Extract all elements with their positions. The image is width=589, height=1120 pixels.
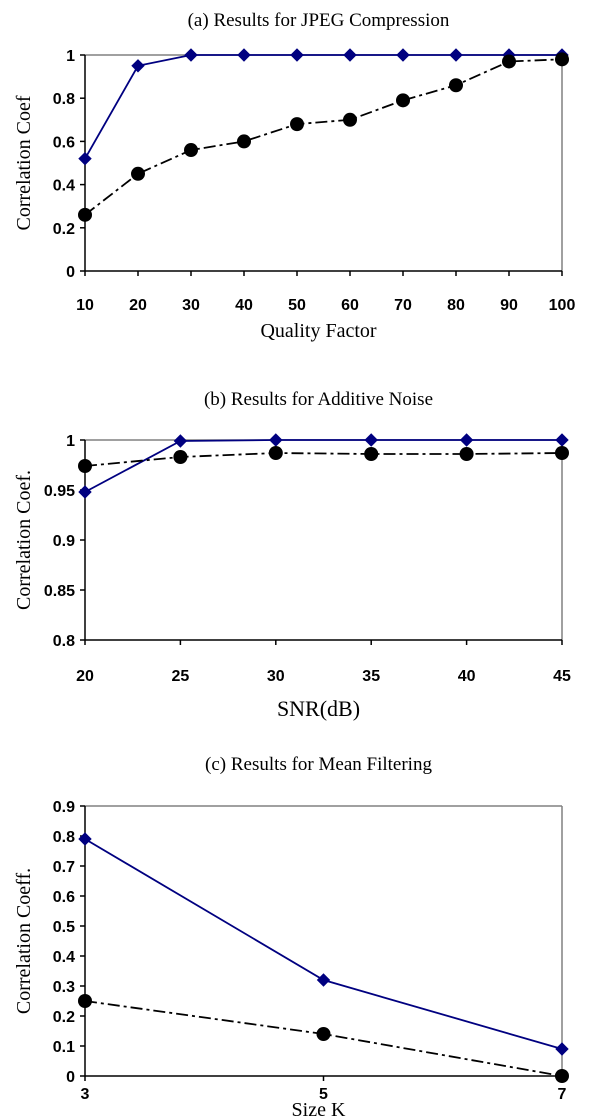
x-tick-label: 45 — [553, 668, 571, 685]
chart-title: (a) Results for JPEG Compression — [188, 10, 450, 31]
series-2-point — [184, 143, 198, 158]
y-tick-label: 0.2 — [53, 221, 75, 238]
chart-title: (b) Results for Additive Noise — [204, 389, 433, 410]
series-1-point — [290, 48, 304, 62]
x-tick-label: 5 — [319, 1086, 328, 1103]
y-tick-label: 0.1 — [53, 1039, 75, 1056]
series-2-point — [173, 450, 188, 464]
x-tick-label: 10 — [76, 297, 94, 314]
series-2-point — [555, 1069, 569, 1083]
series-1-line — [84, 439, 562, 493]
chart-b: 0.8 0.85 0.9 0.95 1 20 25 30 35 40 45 (b) Results f… — [13, 389, 571, 721]
x-axis-label: Quality Factor — [260, 320, 376, 342]
series-1-point — [184, 48, 198, 62]
y-tick-label: 0 — [66, 264, 75, 281]
x-tick-label: 40 — [235, 297, 253, 314]
series-2-point — [237, 134, 251, 149]
x-tick-label: 25 — [172, 668, 190, 685]
y-axis-label: Correlation Coef. — [13, 470, 35, 610]
series-1-point — [237, 48, 251, 62]
series-2-point — [316, 1027, 331, 1041]
x-axis-label: SNR(dB) — [277, 696, 360, 721]
series-1-point — [343, 48, 357, 62]
x-tick-label: 100 — [549, 297, 576, 314]
y-tick-label: 0.3 — [53, 979, 75, 996]
series-2-point — [459, 447, 474, 461]
x-tick-label: 70 — [394, 297, 412, 314]
series-2-point — [290, 117, 304, 132]
x-tick-label: 30 — [267, 668, 285, 685]
y-tick-label: 0.4 — [53, 178, 75, 195]
series-1-point — [555, 433, 569, 447]
y-tick-label: 0.6 — [53, 889, 75, 906]
series-1-point — [364, 433, 378, 447]
x-tick-label: 20 — [129, 297, 147, 314]
series-2-point — [78, 994, 92, 1008]
y-tick-label: 0.9 — [53, 799, 75, 816]
x-tick-label: 80 — [447, 297, 465, 314]
y-tick-label: 0.2 — [53, 1009, 75, 1026]
series-2-point — [449, 78, 463, 93]
x-tick-label: 3 — [81, 1086, 90, 1103]
x-tick-label: 30 — [182, 297, 200, 314]
series-2-point — [555, 52, 569, 67]
chart-a: 0 0.2 0.4 0.6 0.8 1 10 20 30 40 50 60 70 80 90 100 (a) R… — [13, 10, 575, 342]
series-1-point — [131, 59, 145, 73]
y-tick-label: 0.8 — [53, 91, 75, 108]
series-1-point — [396, 48, 410, 62]
series-1-point — [173, 434, 188, 448]
series-2-point — [78, 459, 92, 473]
x-tick-label: 60 — [341, 297, 359, 314]
x-tick-label: 35 — [362, 668, 380, 685]
y-tick-label: 0.85 — [44, 583, 75, 600]
series-1-point — [449, 48, 463, 62]
y-tick-label: 0.95 — [44, 483, 75, 500]
series-2-point — [343, 112, 357, 127]
y-tick-label: 0 — [66, 1069, 75, 1086]
y-tick-label: 1 — [66, 433, 75, 450]
series-1-point — [269, 433, 283, 447]
series-1-line — [84, 838, 563, 1050]
x-tick-label: 90 — [500, 297, 518, 314]
x-tick-label: 40 — [458, 668, 476, 685]
x-axis-label: Size K — [292, 1099, 346, 1120]
series-2-point — [131, 166, 145, 181]
chart-title: (c) Results for Mean Filtering — [205, 754, 432, 775]
series-2-point — [502, 54, 516, 69]
series-1-line — [84, 54, 562, 160]
y-tick-label: 0.5 — [53, 919, 75, 936]
series-1-point — [78, 485, 92, 499]
y-tick-label: 0.8 — [53, 633, 75, 650]
y-axis-label: Correlation Coef — [13, 95, 35, 230]
y-axis-label: Correlation Coeff. — [13, 868, 35, 1014]
series-2-point — [268, 446, 283, 460]
series-1-point — [555, 1042, 569, 1056]
series-1-point — [459, 433, 474, 447]
series-2-point — [78, 207, 92, 222]
y-tick-label: 0.6 — [53, 134, 75, 151]
series-2-line — [84, 58, 563, 216]
x-tick-label: 50 — [288, 297, 306, 314]
series-1-point — [78, 832, 92, 846]
series-2-line — [84, 452, 563, 467]
y-tick-label: 0.9 — [53, 533, 75, 550]
series-1-point — [78, 151, 92, 166]
chart-c: 0 0.1 0.2 0.3 0.4 0.5 0.6 0.7 0.8 0.9 3 5 7 (c) Resul… — [13, 754, 569, 1120]
series-2-point — [555, 446, 569, 460]
y-tick-label: 0.8 — [53, 829, 75, 846]
x-tick-label: 7 — [558, 1086, 567, 1103]
y-tick-label: 0.4 — [53, 949, 75, 966]
y-tick-label: 1 — [66, 48, 75, 65]
series-2-point — [396, 93, 410, 108]
x-tick-label: 20 — [76, 668, 94, 685]
series-1-point — [316, 973, 331, 987]
y-tick-label: 0.7 — [53, 859, 75, 876]
series-2-point — [364, 447, 379, 461]
